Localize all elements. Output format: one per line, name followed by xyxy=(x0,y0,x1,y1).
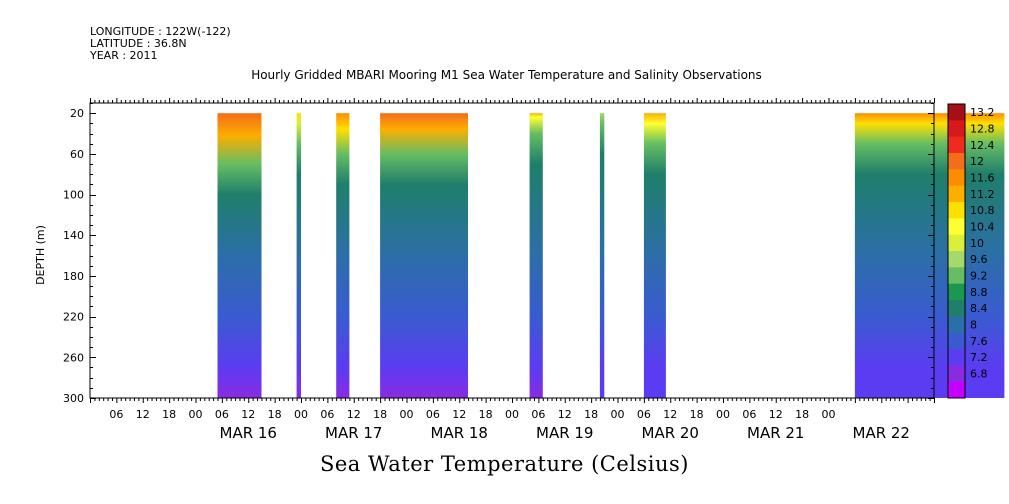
x-tick-label: 12 xyxy=(347,408,361,421)
y-tick-label: 220 xyxy=(63,311,84,324)
colorbar-label: 10.8 xyxy=(970,204,995,217)
longitude-label: LONGITUDE : 122W(-122) xyxy=(90,25,231,38)
colorbar-swatch xyxy=(948,283,965,301)
x-tick-label: 06 xyxy=(320,408,334,421)
x-tick-label: 00 xyxy=(716,408,730,421)
colorbar-label: 8 xyxy=(970,319,977,332)
x-tick-label: 00 xyxy=(400,408,414,421)
colorbar-border xyxy=(947,103,966,399)
y-tick-label: 180 xyxy=(63,270,84,283)
x-tick-label: 18 xyxy=(373,408,387,421)
colorbar-swatch xyxy=(948,153,965,170)
x-tick-label: 12 xyxy=(769,408,783,421)
x-tick-label: 06 xyxy=(109,408,123,421)
x-tick-label: 18 xyxy=(795,408,809,421)
colorbar-swatch xyxy=(948,218,965,236)
colorbar-swatch xyxy=(948,349,965,366)
x-tick-label: 06 xyxy=(531,408,545,421)
colorbar-swatch xyxy=(948,120,965,138)
colorbar-swatch xyxy=(948,136,965,154)
axis-ticks: 06 12 18 00 06 12 18 00 06 12 18 00 06 12 18 00 06 12 18 00… xyxy=(63,98,935,442)
y-tick-label: 100 xyxy=(63,189,84,202)
colorbar-label: 12.8 xyxy=(970,123,995,136)
x-tick-label: 06 xyxy=(215,408,229,421)
colorbar-label: 12 xyxy=(970,155,984,168)
colorbar-swatch xyxy=(948,169,965,187)
chart-title: Hourly Gridded MBARI Mooring M1 Sea Wate… xyxy=(251,68,762,82)
x-tick-label: 18 xyxy=(584,408,598,421)
date-label: MAR 21 xyxy=(747,424,804,442)
y-axis-label: DEPTH (m) xyxy=(34,225,47,285)
data-column xyxy=(336,113,350,398)
bottom-title: Sea Water Temperature (Celsius) xyxy=(319,452,689,476)
colorbar-label: 12.4 xyxy=(970,139,995,152)
colorbar: 13.2 12.8 12.4 12 11.6 11.2 10.8 10.4 10 9.6 9.2 8.… xyxy=(947,103,995,399)
x-tick-label: 06 xyxy=(426,408,440,421)
data-column xyxy=(217,113,262,398)
colorbar-swatch xyxy=(948,251,965,268)
date-label: MAR 18 xyxy=(431,424,488,442)
plot-border xyxy=(89,102,935,399)
data-column xyxy=(643,113,666,398)
data-column xyxy=(529,113,543,398)
plot-area xyxy=(217,113,1005,398)
colorbar-swatch xyxy=(948,332,965,350)
x-tick-label: 12 xyxy=(136,408,150,421)
date-label: MAR 20 xyxy=(642,424,699,442)
colorbar-label: 6.8 xyxy=(970,368,988,381)
data-column xyxy=(296,113,301,398)
colorbar-swatch xyxy=(948,300,965,317)
y-tick-label: 20 xyxy=(70,107,84,120)
x-tick-label: 12 xyxy=(663,408,677,421)
date-label: MAR 19 xyxy=(536,424,593,442)
colorbar-label: 11.2 xyxy=(970,188,995,201)
date-label: MAR 16 xyxy=(220,424,277,442)
colorbar-swatch xyxy=(948,267,965,285)
x-tick-label: 18 xyxy=(162,408,176,421)
colorbar-label: 10 xyxy=(970,237,984,250)
colorbar-swatch xyxy=(948,234,965,252)
colorbar-label: 7.2 xyxy=(970,351,988,364)
colorbar-label: 8.4 xyxy=(970,302,988,315)
colorbar-label: 7.6 xyxy=(970,335,988,348)
data-column xyxy=(854,113,1005,398)
data-column xyxy=(599,113,605,398)
y-tick-label: 140 xyxy=(63,229,84,242)
data-column xyxy=(380,113,468,398)
colorbar-swatch xyxy=(948,381,965,399)
x-tick-label: 12 xyxy=(241,408,255,421)
x-tick-label: 00 xyxy=(822,408,836,421)
colorbar-swatch xyxy=(948,316,965,334)
x-tick-label: 12 xyxy=(452,408,466,421)
x-tick-label: 06 xyxy=(742,408,756,421)
colorbar-label: 10.4 xyxy=(970,221,995,234)
colorbar-swatch xyxy=(948,185,965,203)
x-tick-label: 00 xyxy=(505,408,519,421)
x-tick-label: 00 xyxy=(611,408,625,421)
x-tick-label: 18 xyxy=(479,408,493,421)
colorbar-swatch xyxy=(948,365,965,383)
x-tick-label: 18 xyxy=(690,408,704,421)
colorbar-swatch xyxy=(948,202,965,219)
colorbar-label: 8.8 xyxy=(970,286,988,299)
y-tick-label: 60 xyxy=(70,148,84,161)
colorbar-label: 13.2 xyxy=(970,106,995,119)
latitude-label: LATITUDE : 36.8N xyxy=(90,37,187,50)
x-tick-label: 12 xyxy=(558,408,572,421)
x-tick-label: 06 xyxy=(637,408,651,421)
x-tick-label: 00 xyxy=(189,408,203,421)
plot-frame xyxy=(89,102,935,399)
y-tick-label: 300 xyxy=(63,392,84,405)
year-label: YEAR : 2011 xyxy=(90,49,158,62)
colorbar-label: 11.6 xyxy=(970,172,995,185)
x-tick-label: 00 xyxy=(294,408,308,421)
colorbar-label: 9.6 xyxy=(970,253,988,266)
colorbar-swatch xyxy=(948,104,965,121)
y-tick-label: 260 xyxy=(63,351,84,364)
colorbar-label: 9.2 xyxy=(970,270,988,283)
date-label: MAR 22 xyxy=(853,424,910,442)
date-label: MAR 17 xyxy=(325,424,382,442)
x-tick-label: 18 xyxy=(268,408,282,421)
